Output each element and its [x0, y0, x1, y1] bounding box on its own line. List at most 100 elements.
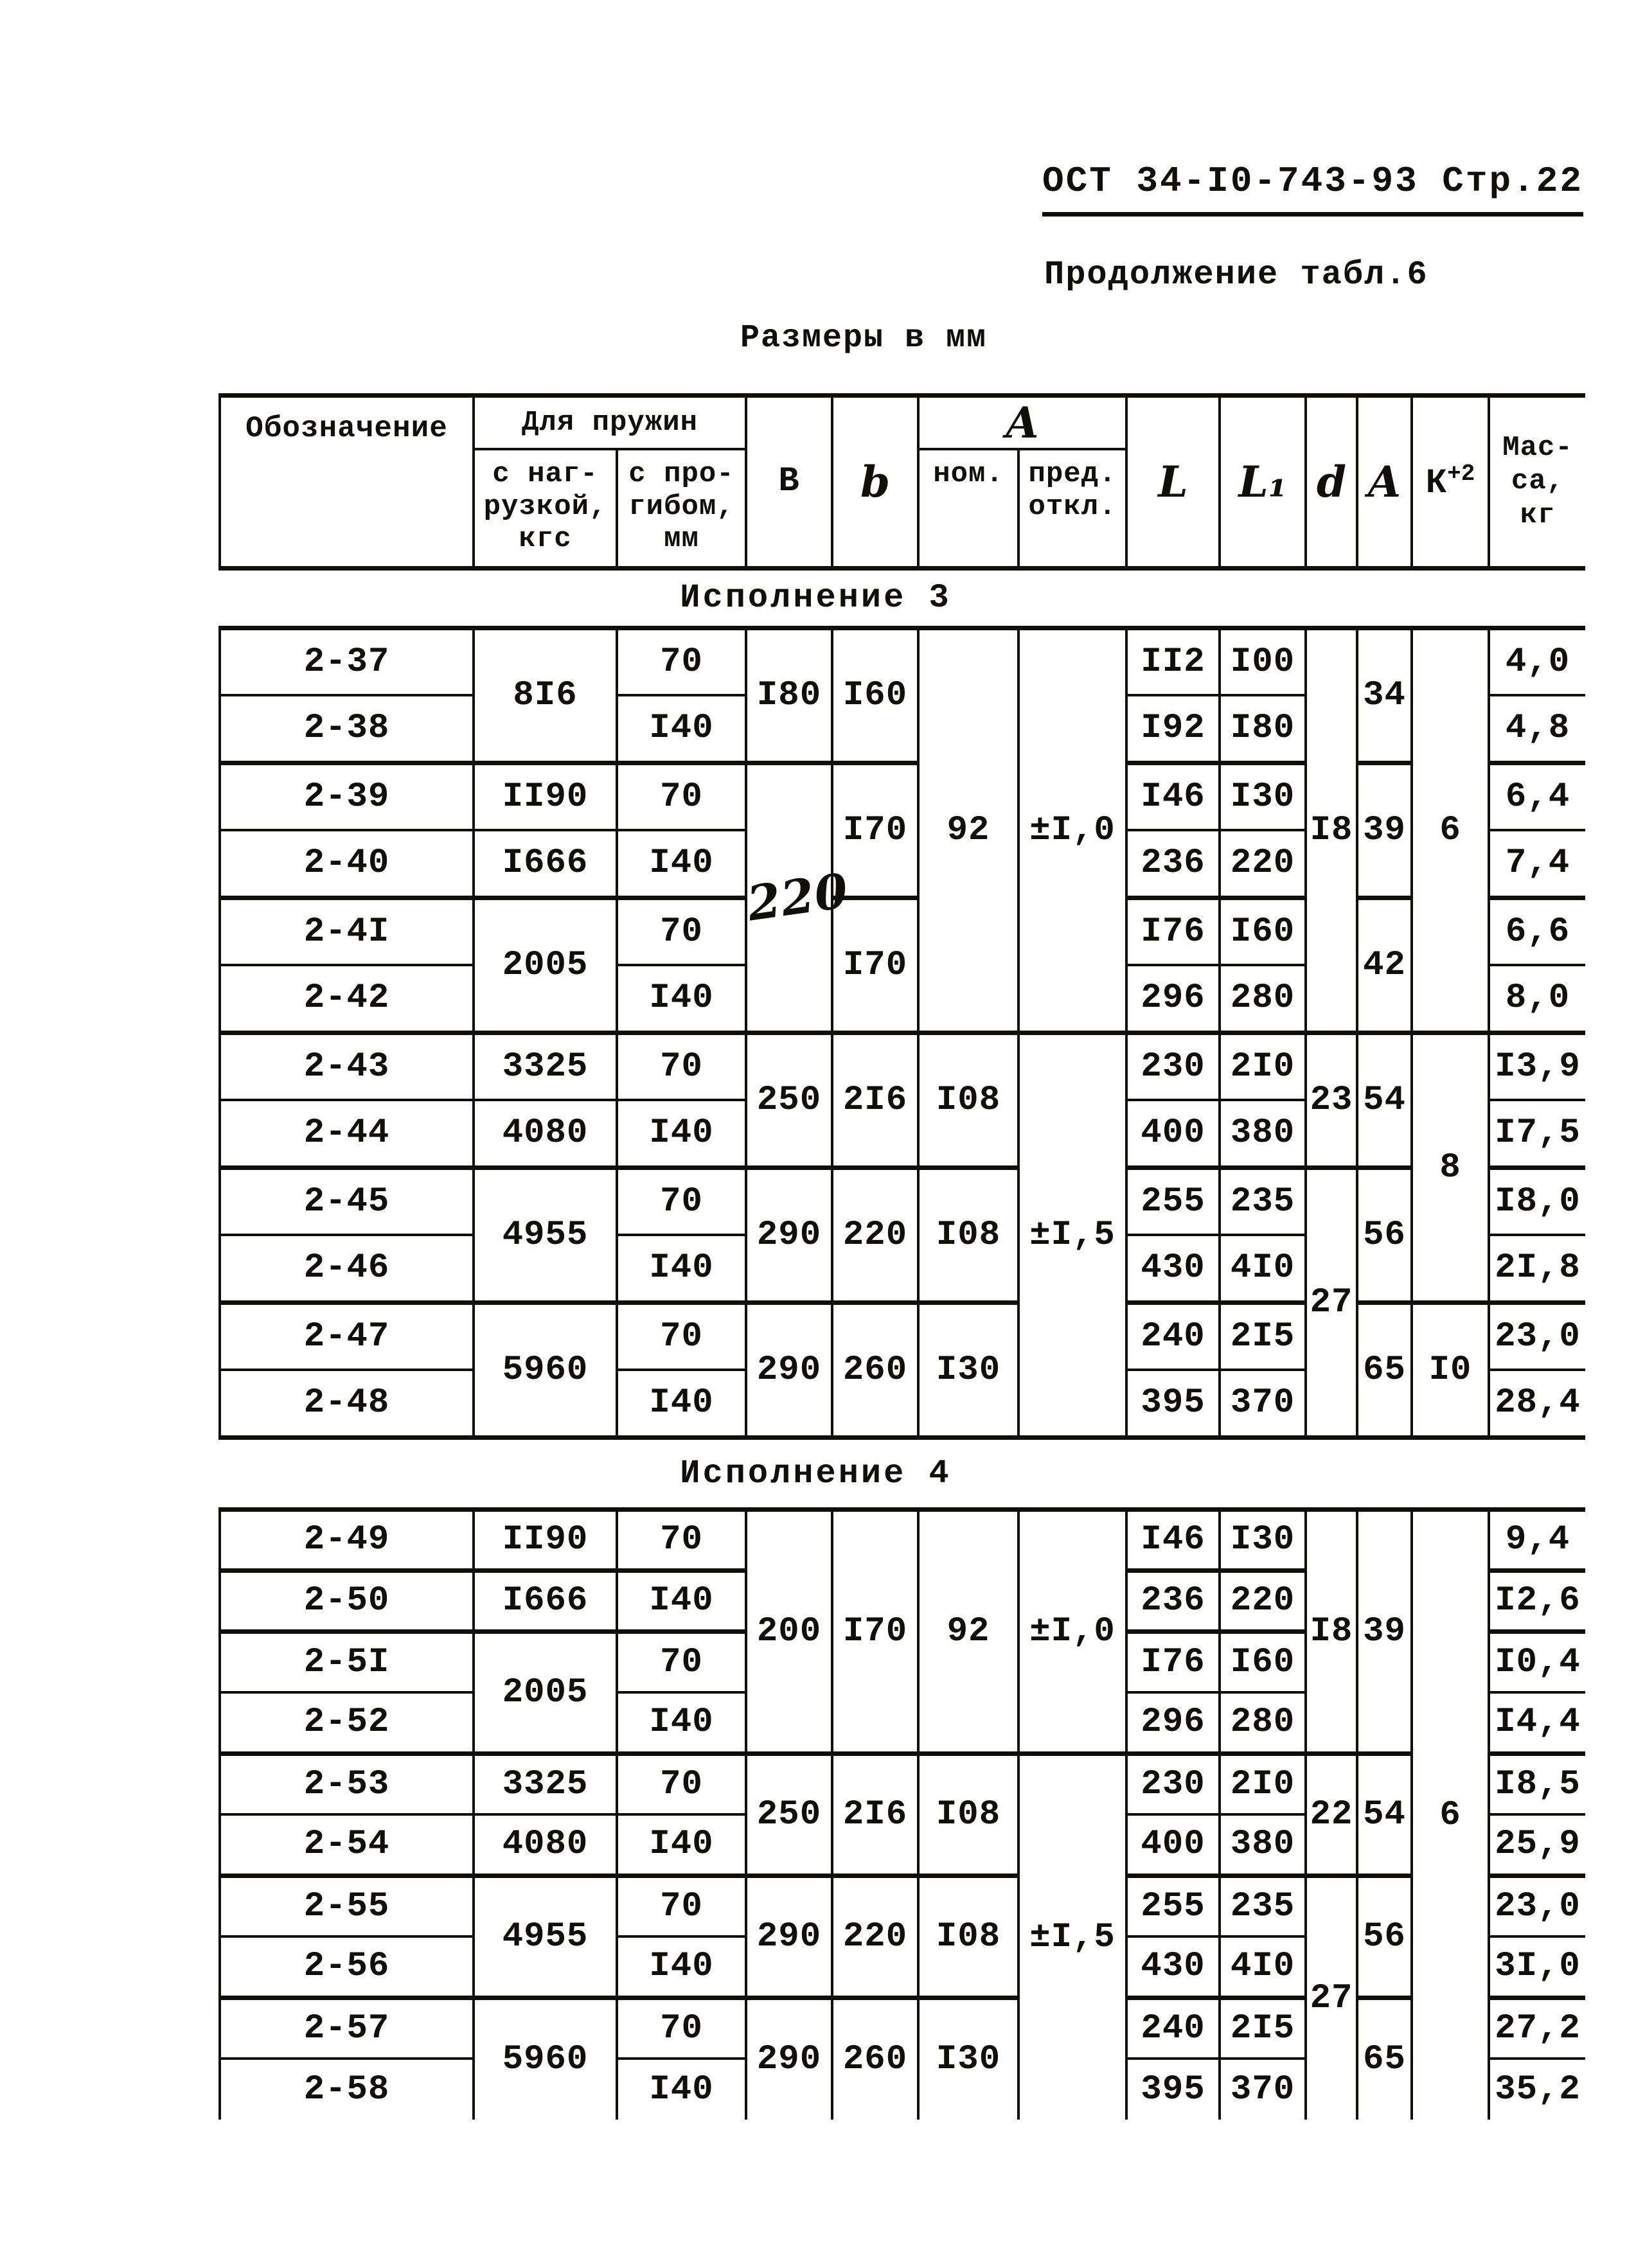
table-cell: 220	[831, 1165, 919, 1302]
table-cell: 2-42	[218, 964, 474, 1032]
table-cell: I40	[615, 829, 747, 898]
table-cell: 92	[917, 625, 1019, 1032]
col-A2: A	[1356, 393, 1412, 568]
table-cell: 6,4	[1488, 760, 1586, 830]
table-cell: 2-38	[218, 694, 474, 763]
table-cell: 7,4	[1488, 829, 1586, 898]
K-tolerance: +2	[1447, 460, 1475, 487]
table-cell: 280	[1218, 1691, 1306, 1753]
table-cell: 8I6	[472, 625, 617, 763]
table-cell: I40	[615, 1369, 747, 1437]
table-cell: 430	[1125, 1234, 1220, 1302]
table-cell: 27,2	[1488, 1995, 1586, 2059]
table-cell: 2-47	[218, 1300, 474, 1370]
table-cell: 2-58	[218, 2057, 474, 2120]
table-cell: 380	[1218, 1099, 1306, 1167]
table-cell: I0,4	[1488, 1629, 1586, 1692]
table-cell: 250	[745, 1030, 833, 1167]
section-band-row: Исполнение 4	[220, 1435, 1586, 1509]
table-cell: I40	[615, 1935, 747, 1998]
table-cell: 370	[1218, 1369, 1306, 1437]
table-cell: I2,6	[1488, 1568, 1586, 1631]
table-cell: 395	[1125, 2057, 1220, 2120]
table-cell: 28,4	[1488, 1369, 1586, 1437]
table-cell: 92	[917, 1507, 1019, 1753]
table-cell: 65	[1356, 1995, 1412, 2120]
table-cell: I40	[615, 1234, 747, 1302]
table-cell: 2-53	[218, 1751, 474, 1814]
table-cell: 2I0	[1218, 1030, 1306, 1100]
table-cell: 39	[1356, 1507, 1412, 1753]
table-cell: 56	[1356, 1165, 1412, 1302]
col-L1: L₁	[1218, 393, 1306, 568]
table-cell: I3,9	[1488, 1030, 1586, 1100]
table-row: 2-46 I40 430 4I0 2I,8	[218, 1234, 1586, 1302]
table-cell: 4080	[472, 1099, 617, 1167]
col-d: d	[1304, 393, 1358, 568]
table-cell: 2I6	[831, 1030, 919, 1167]
table-cell: 2-37	[218, 625, 474, 695]
table-cell: 2005	[472, 895, 617, 1032]
table-cell: 25,9	[1488, 1813, 1586, 1875]
table-cell: 65	[1356, 1300, 1412, 1437]
table-cell: ±I,0	[1017, 625, 1127, 1032]
table-row: 2-47 5960 70 290 260 I30 240 2I5 65 I0 23,0	[218, 1300, 1586, 1437]
dimension-table: Обозначение Для пружин В b А L L₁ d A К+…	[218, 393, 1586, 2120]
table-cell: II90	[472, 1507, 617, 1570]
table-cell: 200	[745, 1507, 833, 1753]
table-cell: II2	[1125, 625, 1220, 695]
col-A-nominal: ном.	[917, 448, 1019, 568]
table-cell: ±I,5	[1017, 1751, 1127, 2120]
col-B: В	[745, 393, 833, 568]
table-cell: I92	[1125, 694, 1220, 763]
table-cell: 5960	[472, 1300, 617, 1437]
table-cell: 27	[1304, 1165, 1358, 1437]
page-ref: ОСТ 34-I0-743-93 Стр.22	[1042, 161, 1583, 217]
table-cell: 2-43	[218, 1030, 474, 1100]
section-2: Исполнение 4 2-49 II90 70 200 I70 92 ±I,0 I46 I30…	[218, 1435, 1586, 2120]
table-cell: 395	[1125, 1369, 1220, 1437]
table-cell: 230	[1125, 1751, 1220, 1814]
col-deflection: с про- гибом, мм	[615, 448, 747, 568]
section-band-row: Исполнение 3	[220, 565, 1586, 628]
table-cell: 2-48	[218, 1369, 474, 1437]
table-cell: 2-50	[218, 1568, 474, 1631]
table-cell: 70	[615, 1507, 747, 1570]
table-cell: I60	[831, 625, 919, 763]
table-header: Обозначение Для пружин В b А L L₁ d A К+…	[218, 393, 1586, 568]
table-cell: I4,4	[1488, 1691, 1586, 1753]
table-cell: I8,0	[1488, 1165, 1586, 1235]
table-cell: 2-52	[218, 1691, 474, 1753]
table-row: 2-50 I666 I40 236 220 I2,6	[218, 1568, 1586, 1631]
table-cell: II90	[472, 760, 617, 830]
table-cell: I666	[472, 1568, 617, 1631]
table-cell: 240	[1125, 1300, 1220, 1370]
table-cell: 70	[615, 1300, 747, 1370]
section-1: Исполнение 3 2-37 8I6 70 I80 I60 92 ±I,0 II2 I00 I…	[218, 565, 1586, 1437]
table-cell: 8,0	[1488, 964, 1586, 1032]
table-row: 2-55 4955 70 290 220 I08 255 235 27 56 23,0	[218, 1873, 1586, 2120]
table-cell: I46	[1125, 1507, 1220, 1570]
table-cell: I08	[917, 1751, 1019, 1875]
table-cell: 370	[1218, 2057, 1306, 2120]
table-cell: 4955	[472, 1873, 617, 1998]
section-title: Исполнение 3	[220, 565, 1586, 628]
table-cell: 6	[1410, 625, 1489, 1032]
table-cell: 23,0	[1488, 1873, 1586, 1936]
table-cell: 3325	[472, 1030, 617, 1100]
table-row: 2-39 II90 70 220 I70 I46 I30 39 6,4	[218, 760, 1586, 1032]
table-cell: 236	[1125, 1568, 1220, 1631]
table-cell: 220	[1218, 829, 1306, 898]
table-cell: I80	[745, 625, 833, 763]
table-cell: I76	[1125, 1629, 1220, 1692]
table-row: 2-44 4080 I40 400 380 I7,5	[218, 1099, 1586, 1167]
table-cell: I8	[1304, 625, 1358, 1032]
table-cell: 4I0	[1218, 1234, 1306, 1302]
table-cell: I70	[831, 760, 919, 898]
table-cell: 70	[615, 1751, 747, 1814]
table-cell: 35,2	[1488, 2057, 1586, 2120]
table-row: 2-58 I40 395 370 35,2	[218, 2057, 1586, 2120]
table-cell: I08	[917, 1030, 1019, 1167]
table-cell: 2-4I	[218, 895, 474, 965]
